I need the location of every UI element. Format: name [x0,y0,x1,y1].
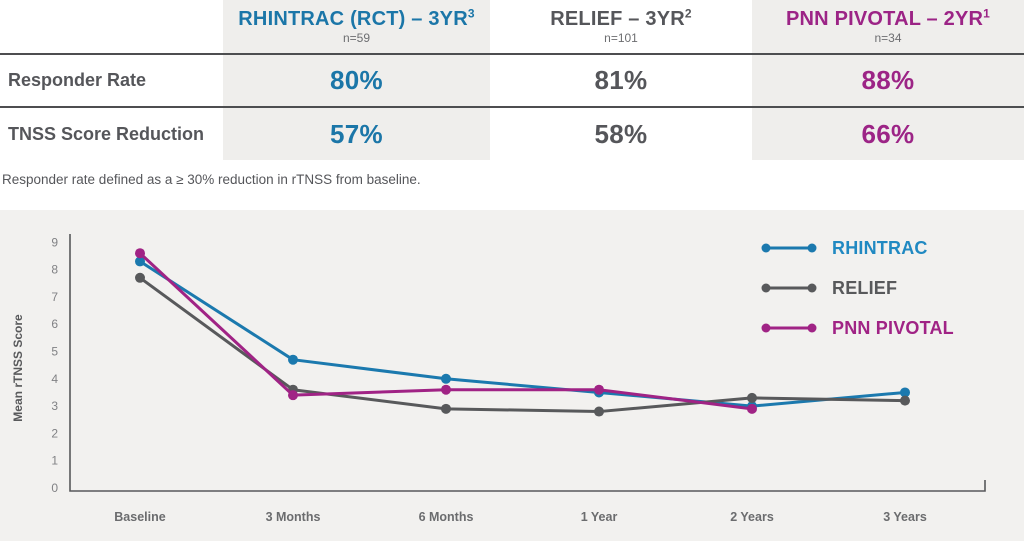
y-tick-label: 4 [51,372,58,386]
y-tick-label: 0 [51,481,58,495]
sample-size: n=101 [604,31,638,45]
data-point [900,395,910,406]
sample-size: n=34 [874,31,902,45]
y-tick-label: 6 [51,317,58,331]
x-tick-label: Baseline [114,510,165,524]
data-point [594,406,604,417]
y-tick-label: 3 [51,399,58,413]
responder-rate-relief: 81% [490,55,752,108]
column-header-pnn-pivotal: PNN PIVOTAL – 2YR1 n=34 [752,0,1024,55]
data-point [135,272,145,283]
line-chart-panel: 0 1 2 3 4 5 6 7 8 9 Baseline 3 Months 6 Months 1 Year… [0,210,1024,541]
y-tick-label: 7 [51,290,58,304]
x-tick-label: 1 Year [581,510,618,524]
column-header-relief: RELIEF – 3YR2 n=101 [490,0,752,55]
legend-label: RELIEF [832,277,898,298]
tnss-reduction-pnn-pivotal: 66% [752,108,1024,160]
column-header-rhintrac: RHINTRAC (RCT) – 3YR3 n=59 [223,0,490,55]
legend-line-swatch [761,323,817,333]
column-title-text: RELIEF – 3YR [550,8,685,30]
responder-rate-pnn-pivotal: 88% [752,55,1024,108]
data-point [441,403,451,414]
data-point [747,392,757,403]
footnote-marker: 2 [684,6,692,21]
tnss-reduction-relief: 58% [594,118,648,149]
data-point [135,256,145,267]
legend-line-swatch [761,283,817,293]
chart-legend: RHINTRAC RELIEF PNN PIVOTAL [760,236,954,356]
chart-axes [69,234,986,492]
sample-size: n=59 [342,31,371,45]
data-point [747,403,757,414]
line-chart: 0 1 2 3 4 5 6 7 8 9 Baseline 3 Months 6 Months 1 Year… [11,234,986,524]
data-point [594,384,604,395]
legend-item-relief: RELIEF [760,276,954,300]
table-corner-cell [0,0,223,55]
series-line-rhintrac [139,260,906,408]
y-tick-label: 5 [51,345,58,359]
footnote-marker: 3 [467,6,475,21]
column-title-text: RHINTRAC (RCT) – 3YR [238,8,468,30]
data-point [441,373,451,384]
x-tick-label: 6 Months [419,510,474,524]
legend-item-rhintrac: RHINTRAC [760,236,954,260]
footnote-marker: 1 [983,6,991,21]
legend-label: RHINTRAC [832,237,928,258]
comparison-table: RHINTRAC (RCT) – 3YR3 n=59 RELIEF – 3YR2… [0,0,1024,160]
data-point [288,390,298,401]
y-tick-label: 2 [51,426,58,440]
row-label-responder-rate: Responder Rate [0,55,223,108]
column-title: RHINTRAC (RCT) – 3YR3 [238,6,475,30]
data-point [441,384,451,395]
data-point [900,387,910,398]
data-point [288,354,298,365]
legend-line-swatch [761,243,817,253]
column-title: RELIEF – 3YR2 [550,6,692,30]
x-tick-label: 2 Years [730,510,774,524]
legend-label: PNN PIVOTAL [832,317,954,338]
responder-rate-rhintrac: 80% [223,55,490,108]
y-tick-label: 1 [51,454,58,468]
x-tick-label: 3 Years [883,510,927,524]
column-title-text: PNN PIVOTAL – 2YR [785,8,984,30]
y-tick-label: 9 [51,235,58,249]
data-point [135,248,145,259]
y-axis-title: Mean rTNSS Score [11,314,25,422]
x-tick-label: 3 Months [266,510,321,524]
column-title: PNN PIVOTAL – 2YR1 [785,6,991,30]
tnss-reduction-rhintrac: 57% [223,108,490,160]
y-tick-label: 8 [51,263,58,277]
legend-item-pnn-pivotal: PNN PIVOTAL [760,316,954,340]
footnote: Responder rate defined as a ≥ 30% reduct… [2,172,421,187]
row-label-tnss-reduction: TNSS Score Reduction [8,123,205,144]
